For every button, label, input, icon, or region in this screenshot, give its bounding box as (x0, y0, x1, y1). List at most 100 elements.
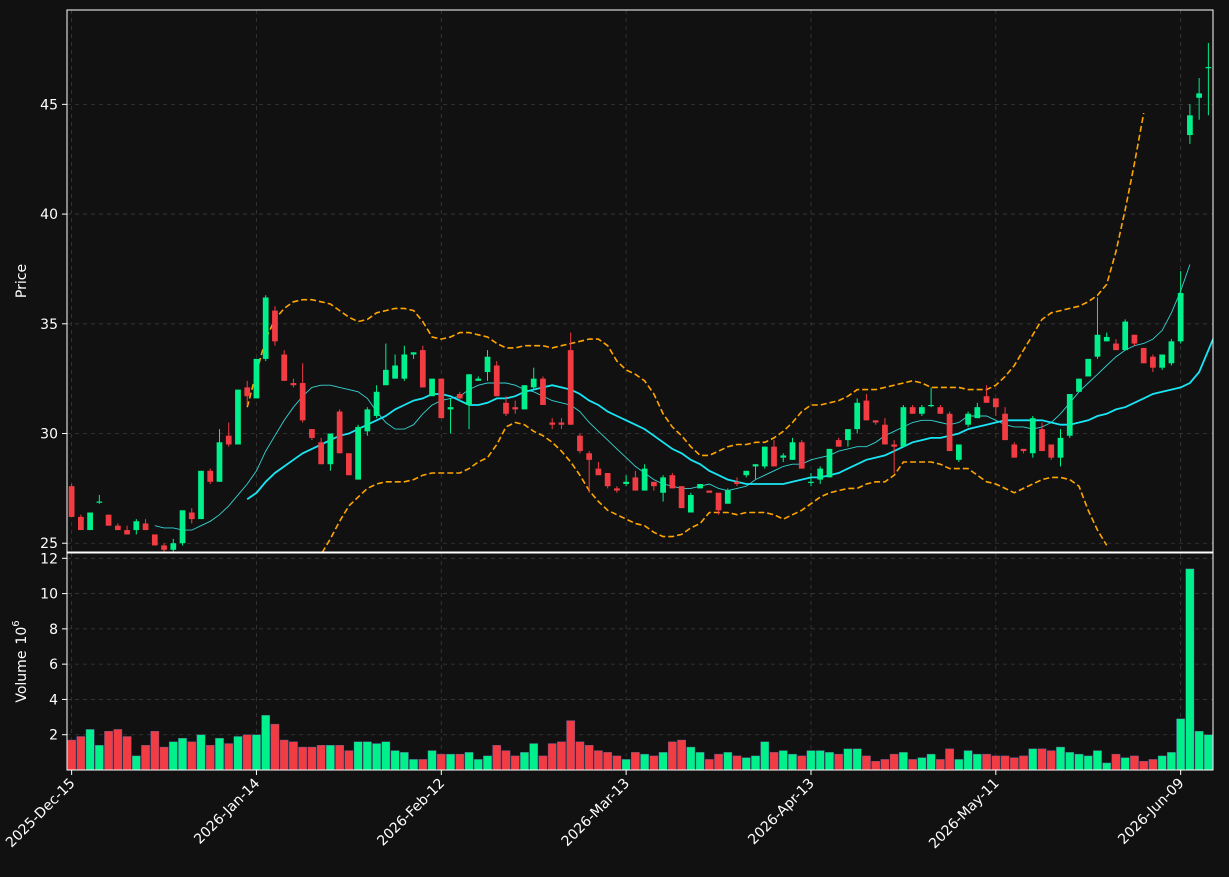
volume-bar (76, 736, 86, 770)
volume-bar (612, 755, 622, 770)
volume-bar (381, 741, 391, 770)
candle (724, 488, 731, 504)
volume-bar (973, 753, 982, 770)
candle (96, 494, 103, 504)
candle (475, 376, 482, 381)
candle-body (272, 310, 278, 342)
candle (946, 411, 953, 452)
volume-bar (141, 745, 150, 770)
volume-bar (1130, 755, 1139, 770)
candle (272, 306, 278, 346)
candle-body (955, 444, 962, 460)
candle (715, 492, 722, 515)
volume-bar (945, 748, 954, 770)
volume-bar (575, 741, 585, 770)
volume-bar (1148, 759, 1158, 770)
candle (327, 433, 334, 471)
candle-body (1048, 444, 1055, 458)
volume-bar (400, 752, 409, 770)
volume-bar (131, 755, 141, 770)
volume-bar (1167, 752, 1176, 770)
volume-grid (67, 553, 1213, 770)
volume-bar (843, 748, 853, 770)
candle-body (1094, 334, 1101, 357)
candle-body (503, 402, 509, 414)
candle (752, 464, 759, 480)
candle-body (253, 358, 260, 399)
candle (133, 519, 140, 535)
candle-body (567, 350, 574, 425)
volume-bar (122, 736, 132, 770)
volume-bar (640, 753, 649, 770)
candle (1048, 444, 1055, 460)
candle (955, 444, 962, 463)
volume-bar (677, 739, 686, 770)
candle-body (623, 481, 630, 484)
volume-bar (695, 752, 705, 770)
volume-bar (769, 752, 779, 770)
candle-body (419, 350, 426, 388)
volume-bar (67, 739, 76, 770)
candle (863, 394, 870, 421)
candle (817, 466, 824, 484)
candle (253, 358, 260, 399)
candle-body (346, 453, 352, 476)
candle-body (484, 356, 491, 373)
candle-body (235, 389, 241, 445)
candle-body (1205, 67, 1212, 69)
volume-bar (751, 755, 760, 770)
candle (1057, 429, 1064, 467)
volume-bar (1185, 568, 1195, 770)
candle (983, 385, 990, 403)
candle-body (558, 422, 565, 425)
candle (650, 481, 657, 491)
candle (660, 475, 666, 502)
volume-bar (954, 759, 964, 770)
candle (225, 422, 232, 447)
candle (1103, 332, 1110, 342)
candle-body (946, 413, 953, 452)
candle-body (1140, 347, 1147, 364)
volume-bar (908, 759, 917, 770)
volume-bar (316, 745, 326, 770)
volume-bar (991, 755, 1001, 770)
candle (1122, 319, 1129, 351)
candle-body (114, 525, 121, 531)
candle-body (1029, 418, 1036, 454)
candle-body (1103, 336, 1110, 342)
candle (789, 437, 796, 460)
volume-bar (1065, 752, 1075, 770)
candle (151, 534, 158, 546)
candle (1168, 339, 1175, 366)
candle-body (466, 374, 472, 405)
volume-bar (326, 745, 335, 770)
candle (558, 418, 565, 430)
candle (854, 398, 861, 434)
volume-bar (547, 743, 557, 770)
volume-bar (215, 738, 224, 770)
volume-bar (289, 741, 298, 770)
candle (530, 367, 537, 390)
candle-body (660, 477, 666, 493)
volume-bar (621, 759, 631, 770)
candle-body (974, 407, 981, 419)
candle (697, 483, 703, 489)
candle-body (872, 420, 879, 423)
volume-axis-label-base: 10 (14, 627, 30, 645)
candle-body (373, 391, 380, 416)
volume-bar (85, 729, 95, 770)
volume-bar (473, 759, 483, 770)
price-grid (67, 10, 1213, 552)
volume-y-axis: 2 4 6 8 10 12 (40, 551, 67, 744)
candle (179, 510, 186, 546)
candle-body (336, 411, 343, 454)
candle-body (1066, 394, 1073, 436)
candle (567, 332, 574, 425)
candle-body (170, 543, 177, 550)
candle-body (207, 470, 214, 482)
candle-body (179, 510, 186, 544)
volume-bar (390, 750, 400, 770)
volume-bar (658, 752, 668, 770)
volume-bar (150, 730, 160, 770)
candle (1039, 422, 1045, 452)
